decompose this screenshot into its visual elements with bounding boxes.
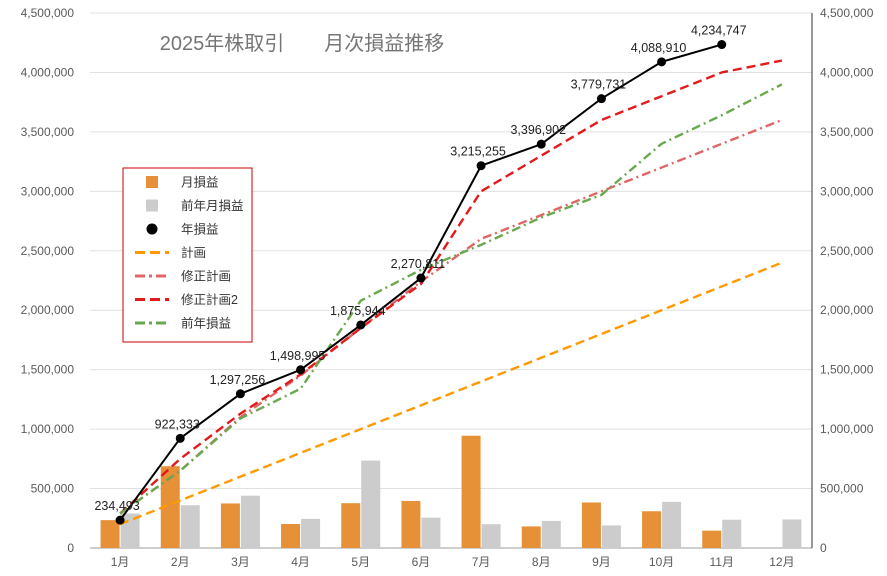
bar-前年月損益	[722, 519, 742, 548]
y-tick-label: 500,000	[31, 482, 75, 496]
y-tick-label-right: 4,000,000	[820, 65, 874, 79]
legend-swatch	[146, 199, 158, 212]
bar-月損益	[702, 530, 722, 548]
x-tick-label: 11月	[710, 555, 734, 569]
x-tick-label: 9月	[592, 555, 611, 569]
y-tick-label: 2,500,000	[21, 244, 75, 258]
point-年損益	[717, 40, 727, 50]
line-計画	[119, 261, 783, 526]
x-tick-label: 8月	[532, 555, 551, 569]
legend-entry: 年損益	[181, 222, 219, 237]
x-tick-label: 5月	[351, 555, 370, 569]
y-tick-label-right: 1,500,000	[820, 363, 874, 377]
y-tick-label-right: 2,500,000	[820, 244, 874, 258]
point-年損益	[235, 389, 245, 399]
bar-月損益	[220, 503, 240, 548]
data-label: 4,234,747	[691, 24, 747, 38]
x-tick-label: 4月	[291, 555, 310, 569]
y-tick-label: 4,000,000	[21, 65, 75, 79]
data-label: 234,493	[94, 499, 139, 513]
y-tick-label-right: 1,000,000	[820, 422, 874, 436]
point-年損益	[657, 57, 667, 67]
bar-月損益	[461, 435, 481, 548]
x-tick-label: 1月	[111, 555, 130, 569]
legend-entry: 計画	[181, 245, 206, 260]
line-前年損益	[119, 83, 783, 515]
y-tick-label: 2,000,000	[21, 303, 75, 317]
bars	[100, 435, 802, 548]
x-tick-label: 12月	[769, 555, 794, 569]
legend-entry: 前年損益	[181, 316, 231, 331]
data-label: 922,333	[155, 417, 200, 431]
data-points	[115, 40, 727, 525]
point-年損益	[356, 320, 366, 330]
data-label: 3,215,255	[450, 145, 506, 159]
bar-月損益	[581, 502, 601, 548]
x-tick-label: 7月	[472, 555, 491, 569]
bar-月損益	[160, 466, 180, 548]
legend-swatch	[146, 176, 158, 188]
bar-前年月損益	[601, 525, 621, 548]
legend-entry: 月損益	[181, 175, 219, 190]
data-label: 1,875,944	[330, 304, 386, 318]
chart-title: 2025年株取引 月次損益推移	[160, 32, 445, 55]
data-label: 2,270,811	[391, 257, 446, 271]
data-label: 1,498,995	[270, 349, 326, 363]
bar-前年月損益	[541, 520, 561, 548]
bar-月損益	[341, 503, 361, 548]
y-tick-label: 0	[67, 541, 74, 555]
point-年損益	[175, 433, 185, 443]
point-年損益	[416, 273, 426, 283]
bar-月損益	[100, 520, 120, 548]
bar-前年月損益	[481, 524, 501, 548]
legend-swatch	[146, 223, 158, 235]
data-label: 3,779,731	[571, 78, 627, 92]
bar-月損益	[401, 500, 421, 548]
point-年損益	[296, 365, 306, 375]
line-修正計画2	[119, 59, 783, 515]
axes: 0 0 500,000 500,000 1,000,000 1,000,000 1,500,…	[21, 6, 874, 569]
y-tick-label-right: 4,500,000	[820, 6, 874, 20]
bar-前年月損益	[662, 501, 682, 548]
legend-entry: 修正計画2	[181, 292, 238, 307]
data-label: 3,396,902	[510, 123, 566, 137]
y-tick-label: 4,500,000	[21, 6, 75, 20]
bar-前年月損益	[421, 517, 441, 548]
bar-前年月損益	[240, 495, 260, 548]
y-tick-label: 1,500,000	[21, 363, 75, 377]
legend-entry: 前年月損益	[181, 198, 244, 213]
data-label: 1,297,256	[210, 373, 266, 387]
bar-月損益	[521, 526, 541, 548]
legend-box	[122, 167, 253, 343]
point-年損益	[115, 515, 125, 525]
data-labels: 234,493 922,333 1,297,256 1,498,995 1,875,94…	[94, 24, 746, 514]
bar-前年月損益	[180, 505, 200, 548]
x-tick-label: 10月	[649, 555, 674, 569]
y-tick-label-right: 2,000,000	[820, 303, 874, 317]
bar-月損益	[642, 511, 662, 548]
point-年損益	[476, 161, 486, 171]
point-年損益	[536, 139, 546, 149]
y-tick-label-right: 3,500,000	[820, 125, 874, 139]
bar-前年月損益	[361, 460, 381, 548]
y-tick-label: 3,000,000	[21, 184, 75, 198]
bar-前年月損益	[301, 518, 321, 548]
y-tick-label-right: 500,000	[820, 482, 864, 496]
bar-前年月損益	[782, 519, 802, 548]
x-tick-label: 3月	[231, 555, 250, 569]
legend-entry: 修正計画	[181, 269, 231, 284]
y-tick-label: 3,500,000	[21, 125, 75, 139]
y-tick-label-right: 3,000,000	[820, 184, 874, 198]
y-tick-label: 1,000,000	[21, 422, 75, 436]
y-tick-label-right: 0	[820, 541, 827, 555]
data-label: 4,088,910	[631, 41, 687, 55]
point-年損益	[596, 94, 606, 104]
x-tick-label: 2月	[171, 555, 190, 569]
bar-月損益	[281, 524, 301, 548]
x-tick-label: 6月	[412, 555, 431, 569]
